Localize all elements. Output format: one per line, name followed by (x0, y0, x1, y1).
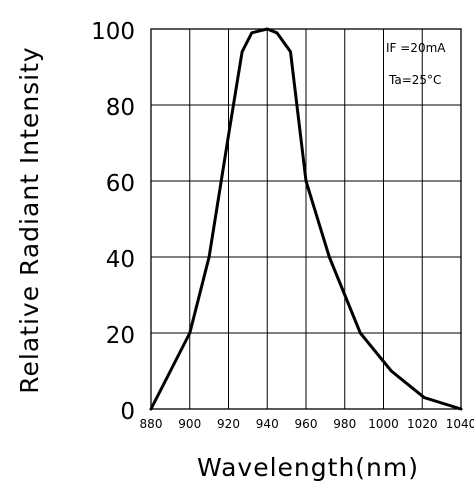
y-tick-label: 20 (106, 323, 135, 349)
x-tick-label: 880 (140, 417, 163, 431)
y-axis-label: Relative Radiant Intensity (15, 46, 44, 393)
x-tick-label: 1040 (446, 417, 474, 431)
y-tick-label: 0 (120, 399, 135, 425)
x-tick-label: 940 (256, 417, 279, 431)
x-tick-label: 960 (295, 417, 318, 431)
x-tick-labels: 880 900 920 940 960 980 1000 1020 1040 (140, 417, 474, 431)
x-tick-label: 1000 (368, 417, 399, 431)
annotation-ambient-temperature: Ta=25°C (388, 73, 441, 87)
y-tick-labels: 0 20 40 60 80 100 (91, 19, 135, 425)
y-tick-label: 100 (91, 19, 135, 45)
x-tick-label: 920 (217, 417, 240, 431)
y-tick-label: 60 (106, 171, 135, 197)
y-tick-label: 80 (106, 95, 135, 121)
x-tick-label: 980 (333, 417, 356, 431)
x-tick-label: 1020 (407, 417, 438, 431)
y-tick-label: 40 (106, 247, 135, 273)
x-axis-label: Wavelength(nm) (197, 453, 419, 482)
annotation-forward-current: IF =20mA (386, 41, 446, 55)
x-tick-label: 900 (178, 417, 201, 431)
